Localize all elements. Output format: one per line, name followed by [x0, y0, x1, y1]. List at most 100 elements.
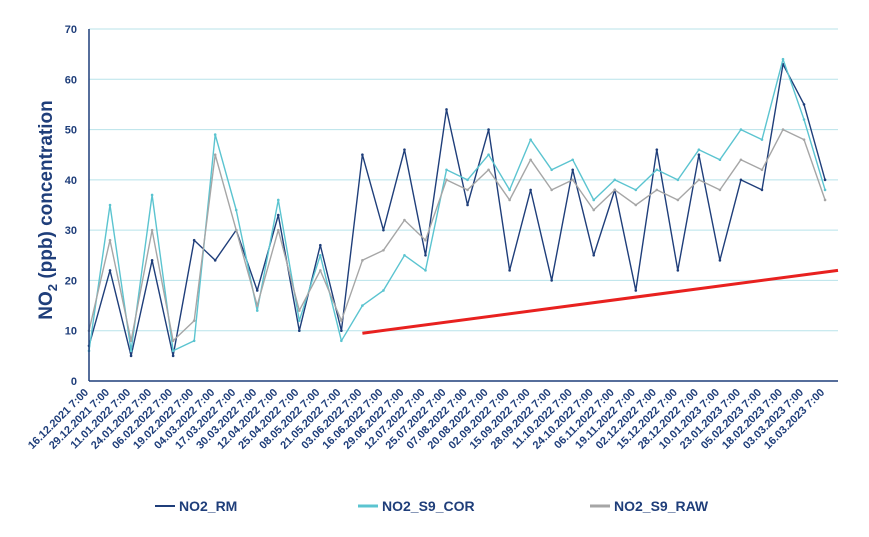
series-point-NO2_RM — [192, 238, 196, 242]
series-point-NO2_RM — [487, 128, 490, 131]
series-point-NO2_S9_COR — [361, 304, 364, 307]
y-tick-label: 20 — [65, 275, 77, 287]
series-point-NO2_S9_COR — [613, 178, 617, 182]
series-point-NO2_S9_COR — [150, 193, 154, 197]
series-point-NO2_S9_COR — [634, 188, 638, 192]
series-point-NO2_S9_RAW — [571, 178, 574, 182]
series-point-NO2_S9_COR — [108, 203, 112, 207]
series-point-NO2_S9_COR — [781, 57, 785, 61]
y-tick-label: 60 — [65, 74, 77, 86]
series-point-NO2_RM — [361, 153, 364, 157]
series-point-NO2_RM — [739, 178, 743, 182]
legend-label-NO2_S9_COR: NO2_S9_COR — [382, 498, 475, 514]
y-tick-label: 70 — [65, 24, 77, 36]
y-tick-label: 40 — [65, 175, 77, 187]
series-point-NO2_S9_RAW — [382, 248, 385, 252]
series-point-NO2_RM — [718, 259, 722, 262]
series-point-NO2_S9_RAW — [760, 168, 764, 172]
series-point-NO2_S9_COR — [382, 289, 385, 292]
series-point-NO2_S9_RAW — [823, 198, 827, 202]
series-point-NO2_S9_COR — [760, 138, 764, 141]
series-point-NO2_S9_RAW — [340, 319, 343, 322]
series-point-NO2_S9_RAW — [466, 188, 469, 192]
series-point-NO2_S9_COR — [255, 309, 259, 312]
series-point-NO2_S9_COR — [592, 198, 596, 202]
series-point-NO2_RM — [129, 354, 133, 358]
series-point-NO2_S9_COR — [424, 269, 427, 272]
series-point-NO2_RM — [424, 253, 427, 257]
series-point-NO2_RM — [550, 279, 553, 282]
series-point-NO2_RM — [445, 108, 448, 111]
series-point-NO2_S9_COR — [508, 188, 511, 192]
gridlines — [89, 28, 838, 332]
series-point-NO2_S9_RAW — [171, 339, 175, 343]
series-point-NO2_RM — [466, 203, 469, 207]
series-point-NO2_S9_COR — [487, 153, 490, 157]
series-line-NO2_S9_COR — [88, 58, 826, 352]
series-point-NO2_S9_RAW — [298, 309, 301, 312]
series-point-NO2_S9_RAW — [508, 198, 511, 202]
series-point-NO2_S9_COR — [718, 158, 722, 162]
series-point-NO2_RM — [255, 289, 259, 292]
y-tick-label: 10 — [65, 326, 77, 338]
series-point-NO2_RM — [382, 228, 385, 232]
series-point-NO2_S9_RAW — [234, 228, 238, 232]
series-point-NO2_S9_RAW — [676, 198, 680, 202]
y-tick-label: 0 — [71, 376, 77, 388]
series-point-NO2_RM — [592, 253, 596, 257]
series-point-NO2_S9_COR — [129, 349, 133, 353]
series-point-NO2_S9_COR — [529, 138, 532, 141]
series-point-NO2_S9_RAW — [487, 168, 490, 172]
series-point-NO2_RM — [802, 103, 806, 106]
series-point-NO2_S9_RAW — [129, 339, 133, 343]
series-point-NO2_S9_RAW — [718, 188, 722, 192]
series-point-NO2_RM — [697, 153, 701, 157]
series-point-NO2_S9_RAW — [255, 304, 259, 307]
series-point-NO2_S9_RAW — [529, 158, 532, 162]
series-point-NO2_S9_COR — [213, 133, 217, 136]
series-point-NO2_S9_RAW — [361, 259, 364, 262]
y-tick-label: 50 — [65, 125, 77, 137]
series-point-NO2_S9_COR — [655, 168, 659, 172]
series-point-NO2_RM — [823, 178, 827, 182]
series-point-NO2_S9_COR — [298, 319, 301, 322]
y-axis-label-subscript: 2 — [45, 284, 60, 291]
series-point-NO2_RM — [108, 269, 112, 272]
series-group — [87, 57, 827, 358]
series-point-NO2_S9_RAW — [655, 188, 659, 192]
series-point-NO2_RM — [171, 354, 175, 358]
series-point-NO2_S9_COR — [676, 178, 680, 182]
series-point-NO2_S9_COR — [192, 339, 196, 343]
series-point-NO2_S9_RAW — [634, 203, 638, 207]
y-tick-labels: 0 10 20 30 40 50 60 70 — [65, 24, 77, 388]
y-axis-label: NO2 (ppb) concentration — [36, 100, 60, 319]
series-point-NO2_S9_RAW — [403, 218, 406, 222]
series-point-NO2_RM — [634, 289, 638, 292]
series-point-NO2_RM — [403, 148, 406, 151]
series-point-NO2_S9_COR — [571, 158, 574, 162]
series-point-NO2_S9_RAW — [613, 188, 617, 192]
series-point-NO2_RM — [213, 259, 217, 262]
series-point-NO2_RM — [150, 259, 154, 262]
legend-label-NO2_RM: NO2_RM — [179, 498, 237, 514]
series-point-NO2_RM — [760, 188, 764, 192]
series-line-NO2_S9_RAW — [88, 128, 826, 342]
y-axis-label-part-1: NO — [36, 291, 57, 320]
series-point-NO2_S9_RAW — [424, 238, 427, 242]
series-point-NO2_RM — [276, 213, 280, 217]
series-point-NO2_S9_COR — [403, 253, 406, 257]
series-point-NO2_S9_RAW — [781, 128, 785, 131]
series-point-NO2_RM — [571, 168, 574, 172]
series-line-NO2_RM — [88, 63, 826, 357]
series-point-NO2_S9_COR — [171, 349, 175, 353]
series-point-NO2_S9_COR — [697, 148, 701, 151]
series-point-NO2_RM — [655, 148, 659, 151]
series-point-NO2_S9_RAW — [150, 228, 154, 232]
y-axis-label-part-2: (ppb) concentration — [36, 100, 57, 284]
series-point-NO2_S9_COR — [445, 168, 448, 172]
trendline-group — [362, 268, 839, 335]
series-point-NO2_S9_COR — [823, 188, 827, 192]
series-point-NO2_RM — [676, 269, 680, 272]
